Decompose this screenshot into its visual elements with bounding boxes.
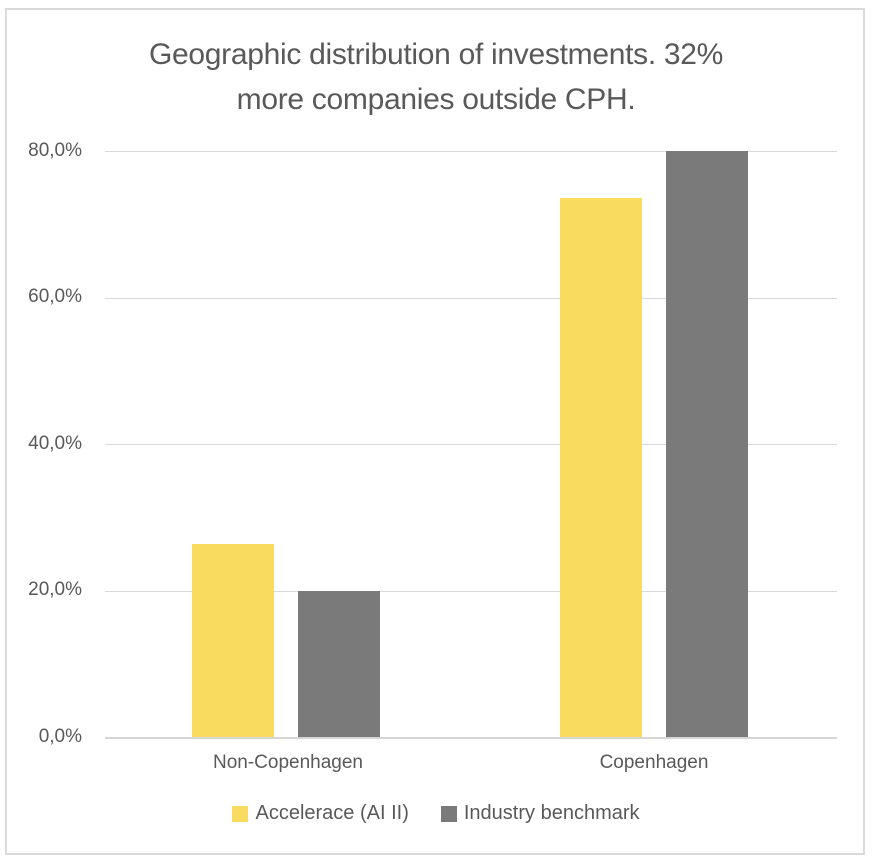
plot-area [105,151,837,739]
gridline-80pct [105,151,837,152]
bar-benchmark-non-copenhagen [298,590,380,737]
bar-benchmark-copenhagen [666,151,748,737]
bar-accelerace-copenhagen [560,197,642,737]
x-axis-line [105,737,837,739]
y-tick-label-60: 60,0% [28,286,82,307]
x-category-label-copenhagen: Copenhagen [599,752,709,773]
legend-label-benchmark: Industry benchmark [463,802,640,824]
legend-item-benchmark: Industry benchmark [440,802,640,825]
chart-title-line-1: Geographic distribution of investments. … [148,38,724,71]
legend-swatch-benchmark-icon [440,805,457,822]
chart-legend: Accelerace (AI II) Industry benchmark [0,802,872,825]
y-tick-label-40: 40,0% [28,433,82,454]
chart-title: Geographic distribution of investments. … [36,32,836,122]
y-tick-label-20: 20,0% [28,579,82,600]
chart-title-line-2: more companies outside CPH. [236,83,636,116]
bar-accelerace-non-copenhagen [192,543,274,737]
legend-swatch-accelerace-icon [232,805,249,822]
gridline-40pct [105,444,837,445]
legend-item-accelerace: Accelerace (AI II) [232,802,409,825]
x-category-label-non-copenhagen: Non-Copenhagen [212,752,363,773]
y-tick-label-80: 80,0% [28,140,82,161]
gridline-20pct [105,590,837,592]
y-tick-label-0: 0,0% [38,726,82,747]
legend-label-accelerace: Accelerace (AI II) [255,802,409,824]
gridline-60pct [105,297,837,299]
